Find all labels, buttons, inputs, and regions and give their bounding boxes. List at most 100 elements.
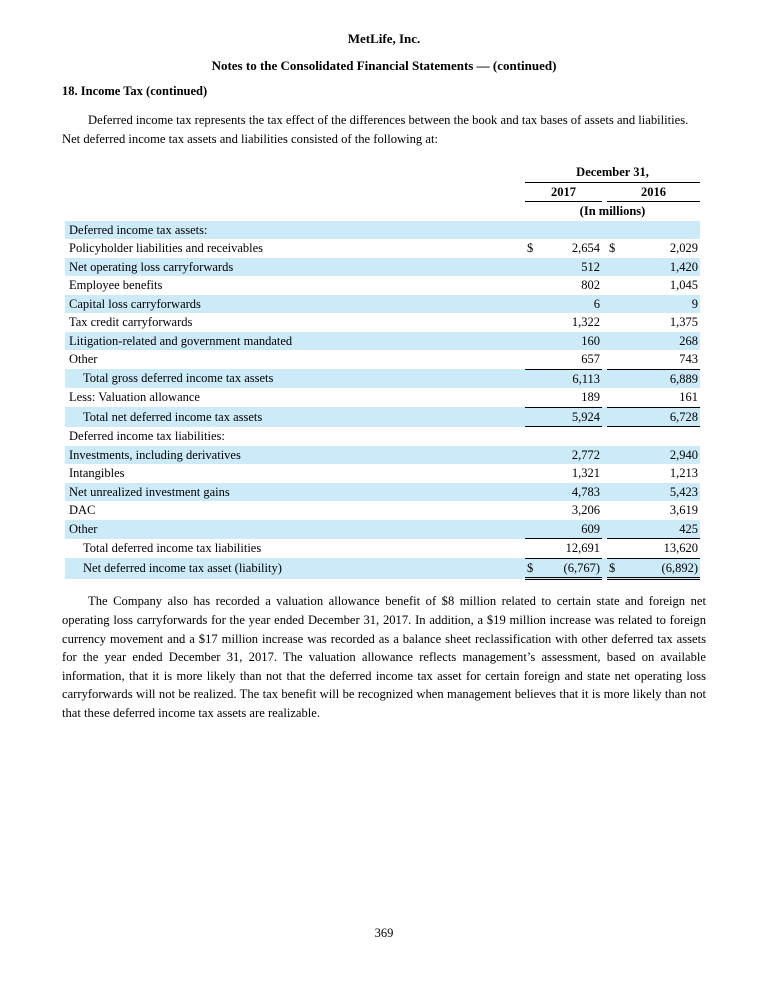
closing-paragraph: The Company also has recorded a valuatio…: [62, 594, 706, 720]
value-2016: (6,892): [624, 558, 700, 581]
table-header-year-row: 2017 2016: [65, 182, 700, 203]
table-row: Other 657 743: [65, 350, 700, 370]
dollar-sign-2017: [525, 257, 542, 277]
dollar-sign-2017: [525, 501, 542, 520]
table-row: Capital loss carryforwards 6 9: [65, 294, 700, 314]
column-gap: [602, 369, 607, 389]
value-2016: 6,889: [624, 369, 700, 389]
row-label: Investments, including derivatives: [65, 445, 525, 465]
table-row: Less: Valuation allowance 189 161: [65, 388, 700, 408]
column-gap: [602, 220, 607, 240]
year-column-2017: 2017: [525, 182, 602, 203]
table-body: Deferred income tax assets: Policyholder …: [65, 220, 700, 581]
value-2017: 12,691: [542, 538, 602, 559]
column-gap: [602, 407, 607, 427]
dollar-sign-2016: [607, 276, 624, 295]
value-2017: 3,206: [571, 503, 600, 517]
row-label: Net deferred income tax asset (liability…: [65, 558, 525, 579]
dollar-sign-2016: [607, 445, 624, 465]
row-label: Other: [69, 352, 98, 367]
dollar-sign-2016: [607, 220, 624, 240]
row-label: DAC: [69, 503, 96, 517]
value-2016: 268: [624, 331, 700, 351]
value-2016: 161: [624, 388, 700, 408]
dollar-sign-2017: [525, 519, 542, 540]
dollar-sign-2017: [525, 220, 542, 240]
company-name: MetLife, Inc.: [347, 31, 421, 46]
value-2017: 4,783: [542, 482, 602, 502]
dollar-sign-2017: [525, 313, 542, 332]
value-2016: 1,213: [669, 466, 698, 480]
value-2016: 1,045: [669, 278, 698, 292]
table-header: December 31, 2017 2016 (In millions): [65, 163, 700, 221]
value-2017: 189: [542, 388, 602, 408]
table-row: Total deferred income tax liabilities 12,…: [65, 538, 700, 559]
row-label: Other: [65, 519, 525, 539]
row-label: Total net deferred income tax assets: [65, 407, 525, 427]
year-column-2016: 2016: [607, 182, 700, 203]
row-label: Total deferred income tax liabilities: [83, 541, 262, 555]
dollar-sign-2017: $: [525, 558, 542, 581]
row-label: Litigation-related and government mandat…: [65, 331, 525, 351]
table-row: Net operating loss carryforwards 512 1,420: [65, 257, 700, 277]
column-gap: [602, 482, 607, 502]
row-label: Total gross deferred income tax assets: [65, 369, 525, 389]
table-header-date-row: December 31,: [65, 163, 700, 183]
table-row: Total net deferred income tax assets 5,92…: [65, 407, 700, 428]
dollar-sign-2017: [525, 276, 542, 295]
row-label: Deferred income tax liabilities:: [69, 428, 225, 443]
dollar-sign-2017: [525, 350, 542, 370]
table-row: Net unrealized investment gains 4,783 5,42…: [65, 482, 700, 502]
value-2016: 1,375: [669, 315, 698, 329]
value-2016: [624, 220, 700, 240]
dollar-sign-2016: [607, 331, 624, 351]
value-2017: 1,322: [571, 315, 600, 329]
column-gap: [602, 294, 607, 314]
dollar-sign-2017: [525, 294, 542, 314]
section-heading: 18. Income Tax (continued): [62, 84, 208, 98]
value-2016: 6,728: [624, 407, 700, 428]
row-label: Employee benefits: [69, 278, 163, 292]
table-row: Deferred income tax assets:: [65, 220, 700, 240]
notes-title: Notes to the Consolidated Financial Stat…: [211, 58, 557, 73]
value-2017: [542, 427, 602, 446]
dollar-sign-2016: [607, 294, 624, 314]
row-label: Net operating loss carryforwards: [65, 257, 525, 277]
dollar-sign-2016: [607, 482, 624, 502]
value-2016: 425: [624, 519, 700, 540]
dollar-sign-2016: [607, 538, 624, 559]
row-label: Deferred income tax assets:: [65, 220, 525, 240]
table-header-units-row: (In millions): [65, 202, 700, 221]
row-label: Net unrealized investment gains: [65, 482, 525, 502]
dollar-sign-2017: [525, 482, 542, 502]
value-2016: 13,620: [624, 538, 700, 559]
value-2016: 1,420: [624, 257, 700, 277]
table-row: Litigation-related and government mandat…: [65, 331, 700, 351]
value-2017: 2,772: [542, 445, 602, 465]
dollar-sign-2017: [525, 407, 542, 428]
column-gap: [602, 445, 607, 465]
value-2017: 1,321: [571, 466, 600, 480]
dollar-sign-2017: [525, 464, 542, 483]
dollar-sign-2016: $: [607, 558, 624, 581]
dollar-sign-2016: [607, 427, 624, 446]
value-2017: [542, 220, 602, 240]
value-2017: 657: [542, 350, 602, 370]
deferred-tax-table: December 31, 2017 2016 (In millions) Def…: [65, 163, 706, 581]
intro-paragraph: Deferred income tax represents the tax e…: [62, 113, 689, 146]
value-2016: 5,423: [624, 482, 700, 502]
value-2017: 6: [542, 294, 602, 314]
table-row: Net deferred income tax asset (liability…: [65, 558, 700, 581]
dollar-sign-2016: [607, 388, 624, 408]
table-row: Other 609 425: [65, 519, 700, 540]
dollar-sign-2017: [525, 331, 542, 351]
value-2017: (6,767): [542, 558, 602, 581]
dollar-sign-2017: [525, 388, 542, 408]
value-2016: 3,619: [669, 503, 698, 517]
date-label: December 31,: [525, 163, 700, 183]
dollar-sign-2017: $: [527, 241, 534, 255]
dollar-sign-2016: [607, 350, 624, 370]
header-spacer: [65, 163, 525, 182]
dollar-sign-2016: [607, 313, 624, 332]
